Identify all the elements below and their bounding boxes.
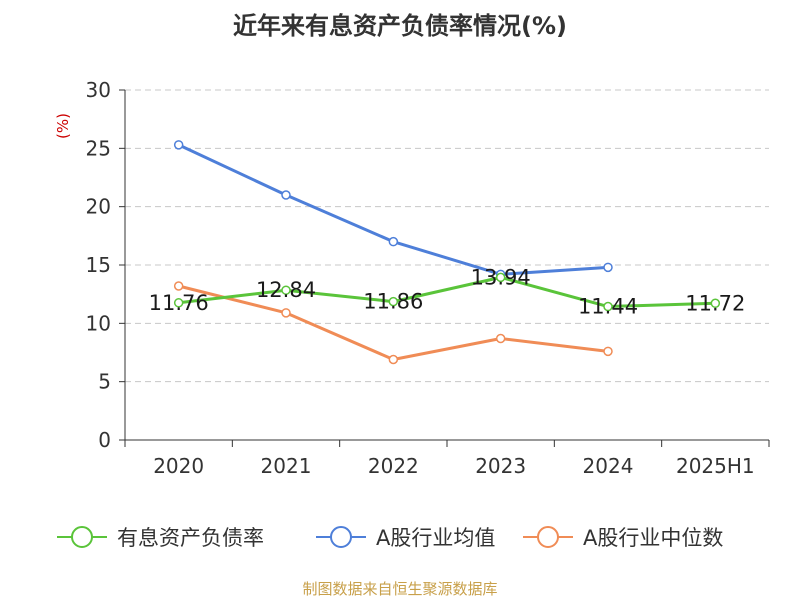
data-point: [495, 333, 506, 344]
chart-title: 近年来有息资产负债率情况(%): [233, 12, 567, 40]
series-1: [173, 140, 613, 280]
series-layer: [173, 140, 721, 365]
series-2: [173, 281, 613, 365]
y-tick-label: 25: [86, 136, 111, 160]
y-tick-label: 10: [86, 311, 111, 335]
data-point: [388, 296, 399, 307]
series-line: [178, 275, 716, 309]
x-tick-label: 2023: [475, 454, 526, 478]
data-point: [388, 354, 399, 365]
legend-label: A股行业中位数: [583, 526, 723, 550]
data-label: 13.94: [471, 265, 531, 289]
data-point: [603, 346, 613, 357]
y-tick-label: 15: [86, 253, 111, 277]
data-point: [281, 308, 291, 318]
source-note: 制图数据来自恒生聚源数据库: [302, 580, 497, 598]
data-label: 12.84: [256, 278, 316, 302]
legend-marker: [330, 526, 352, 548]
legend-item-2: A股行业中位数: [523, 526, 723, 550]
legend-item-0: 有息资产负债率: [57, 526, 264, 550]
legend: 有息资产负债率 A股行业均值 A股行业中位数: [57, 526, 723, 550]
data-labels: 11.76 12.84 11.86 13.94 11.44 11.72: [149, 265, 746, 318]
x-tick-label: 2020: [153, 454, 204, 478]
data-point: [173, 281, 184, 291]
data-point: [495, 272, 506, 283]
x-tick-label: 2024: [583, 454, 634, 478]
x-tick-label: 2022: [368, 454, 419, 478]
data-label: 11.86: [363, 290, 423, 314]
axes: 0 5 10 15 20 25 30 2020 2021 2022 2023 2024 2025H1: [86, 78, 770, 478]
y-tick-label: 5: [98, 370, 111, 394]
data-label: 11.44: [578, 295, 638, 319]
y-tick-label: 0: [98, 428, 111, 452]
data-point: [281, 190, 291, 200]
y-axis-label: (%): [54, 113, 72, 139]
data-point: [603, 262, 613, 273]
data-label: 11.76: [149, 291, 209, 315]
x-tick-label: 2025H1: [676, 454, 755, 478]
data-point: [173, 298, 184, 308]
data-point: [281, 285, 291, 295]
grid: [125, 89, 769, 383]
legend-item-1: A股行业均值: [316, 526, 495, 550]
legend-marker: [537, 526, 559, 548]
legend-label: A股行业均值: [376, 526, 495, 550]
data-point: [603, 301, 613, 312]
data-point: [173, 140, 184, 150]
data-point: [710, 298, 721, 309]
x-tick-label: 2021: [261, 454, 312, 478]
data-label: 11.72: [685, 291, 745, 315]
data-point: [388, 236, 399, 247]
series-line: [178, 143, 609, 276]
y-tick-label: 30: [86, 78, 111, 102]
legend-marker: [71, 526, 93, 548]
y-tick-label: 20: [86, 195, 111, 219]
legend-label: 有息资产负债率: [117, 526, 264, 550]
series-0: [173, 272, 721, 312]
